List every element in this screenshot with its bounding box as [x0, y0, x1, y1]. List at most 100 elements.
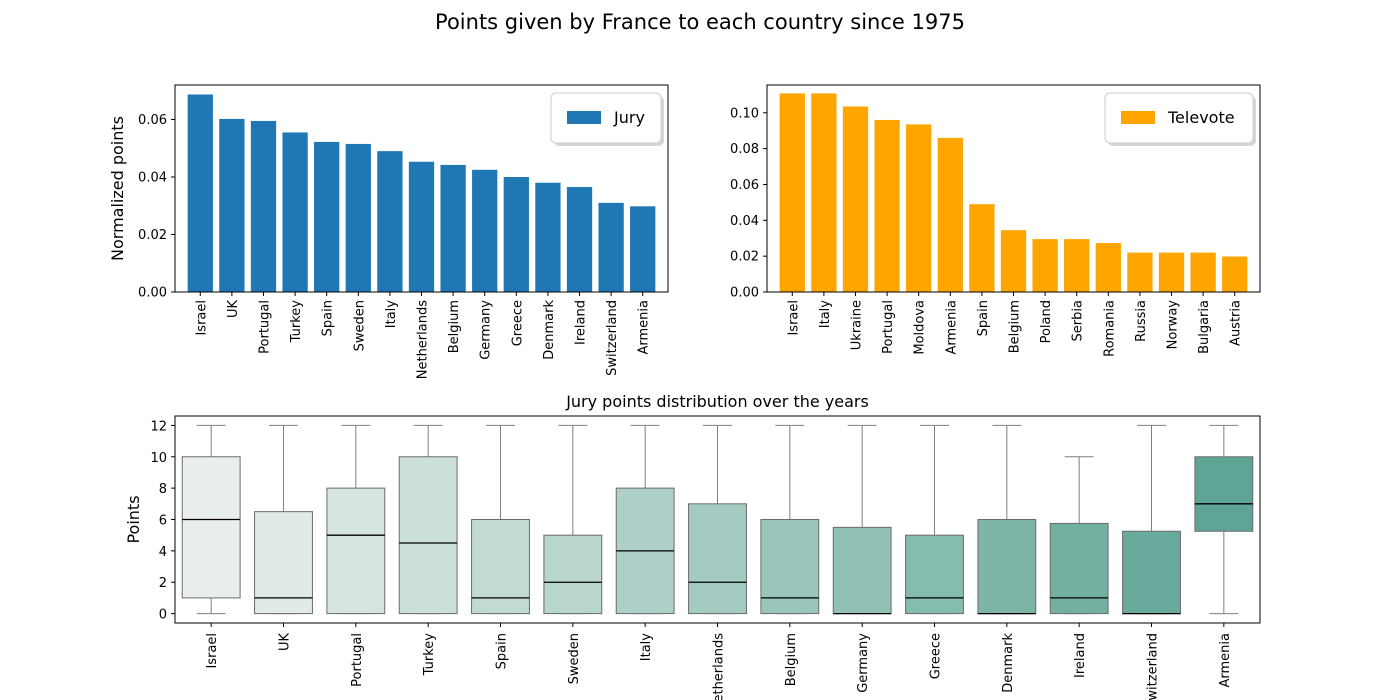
jury-bar-denmark — [535, 182, 561, 292]
box-xtick-label: Portugal — [350, 633, 365, 687]
jury-bar-switzerland — [598, 202, 624, 292]
televote-bar-ukraine — [842, 106, 869, 292]
televote-xtick-label: Serbia — [1071, 300, 1086, 341]
televote-xtick-label: Belgium — [1008, 300, 1023, 353]
box-ytick-label: 8 — [159, 482, 167, 497]
jury-bar-italy — [377, 151, 403, 292]
jury-bar-greece — [503, 177, 529, 292]
jury-ytick-label: 0.06 — [138, 113, 167, 128]
televote-bar-norway — [1158, 252, 1185, 292]
box-xtick-label: Switzerland — [1146, 633, 1161, 700]
box-switzerland — [1122, 530, 1181, 615]
box-xtick-label: Ireland — [1073, 633, 1088, 678]
jury-xtick-label: Italy — [384, 300, 399, 329]
jury-xtick-label: Armenia — [637, 300, 652, 355]
televote-xtick-label: Moldova — [913, 300, 928, 355]
jury-xtick-label: Israel — [194, 300, 209, 336]
jury-ytick-label: 0.04 — [138, 171, 167, 186]
jury-xtick-label: Netherlands — [416, 300, 431, 379]
box-germany — [832, 526, 892, 615]
televote-xtick-label: Portugal — [881, 300, 896, 354]
televote-axes-frame — [766, 84, 1261, 293]
jury-bar-netherlands — [408, 161, 435, 292]
box-denmark — [977, 519, 1037, 615]
box-xtick-label: Belgium — [784, 633, 799, 686]
jury-xtick-label: UK — [226, 300, 241, 319]
box-xtick-label: UK — [278, 633, 293, 652]
box-ytick-label: 12 — [150, 419, 167, 434]
jury-boxplot-chart: 0 2 4 6 8 10 12 Israel UK Portugal Turkey Spain Swed… — [124, 392, 1261, 700]
televote-ytick-label: 0.06 — [730, 178, 759, 193]
box-israel — [181, 456, 241, 599]
jury-legend-swatch — [567, 111, 601, 124]
televote-bar-russia — [1127, 252, 1153, 292]
televote-bar-poland — [1032, 239, 1058, 292]
televote-legend-label: Televote — [1167, 108, 1235, 127]
televote-xtick-label: Romania — [1102, 300, 1117, 357]
jury-bar-turkey — [282, 132, 308, 292]
televote-ytick-label: 0.00 — [730, 286, 759, 301]
box-title: Jury points distribution over the years — [565, 392, 869, 411]
televote-xtick-label: Bulgaria — [1197, 300, 1212, 354]
jury-xtick-label: Greece — [510, 300, 525, 346]
jury-ylabel: Normalized points — [108, 116, 127, 261]
box-xtick-label: Sweden — [567, 633, 582, 684]
box-xtick-label: Armenia — [1218, 633, 1233, 688]
televote-ytick-label: 0.04 — [730, 214, 759, 229]
jury-bar-spain — [314, 141, 340, 292]
televote-xtick-label: Norway — [1166, 300, 1181, 350]
box-uk — [254, 511, 313, 615]
box-turkey — [398, 456, 458, 615]
jury-xtick-label: Belgium — [447, 300, 462, 353]
jury-bar-chart: 0.00 0.02 0.04 0.06 Israel UK Portugal Turkey Sp… — [108, 84, 669, 379]
jury-legend-label: Jury — [613, 108, 645, 127]
televote-bar-israel — [779, 93, 805, 293]
box-ytick-label: 2 — [159, 576, 167, 591]
televote-bar-romania — [1095, 243, 1121, 292]
televote-legend-swatch — [1121, 111, 1155, 124]
jury-axes-frame — [174, 84, 669, 293]
jury-xtick-label: Denmark — [542, 300, 557, 360]
box-xtick-label: Germany — [856, 633, 871, 693]
box-belgium — [760, 519, 820, 615]
televote-ytick-label: 0.10 — [730, 106, 759, 121]
box-ytick-label: 4 — [159, 545, 167, 560]
jury-bar-ireland — [566, 187, 593, 292]
box-ylabel: Points — [124, 495, 143, 543]
box-ytick-label: 10 — [150, 451, 167, 466]
jury-bar-portugal — [250, 120, 277, 292]
jury-xtick-label: Portugal — [257, 300, 272, 354]
televote-xtick-label: Ukraine — [849, 300, 864, 350]
televote-xtick-label: Austria — [1229, 300, 1244, 346]
jury-xtick-label: Ireland — [574, 300, 589, 345]
televote-xtick-label: Armenia — [944, 300, 959, 355]
televote-bar-bulgaria — [1190, 252, 1216, 292]
box-ytick-label: 6 — [159, 514, 167, 529]
box-greece — [905, 534, 964, 615]
box-xtick-label: Italy — [639, 633, 654, 662]
box-xtick-label: Greece — [929, 633, 944, 679]
box-xtick-label: Netherlands — [712, 633, 727, 700]
box-ytick-label: 0 — [159, 608, 167, 623]
televote-bar-serbia — [1064, 239, 1090, 292]
televote-xtick-label: Spain — [976, 300, 991, 336]
televote-bar-chart: 0.00 0.02 0.04 0.06 0.08 0.10 Israel Italy Ukrai… — [730, 84, 1261, 357]
televote-ytick-label: 0.02 — [730, 250, 759, 265]
jury-bar-israel — [187, 94, 213, 292]
jury-bar-armenia — [630, 206, 656, 292]
jury-bar-belgium — [440, 164, 466, 292]
box-xtick-label: Israel — [205, 633, 220, 669]
box-portugal — [326, 487, 386, 615]
televote-ytick-label: 0.08 — [730, 142, 759, 157]
televote-xtick-label: Russia — [1134, 300, 1149, 342]
box-sweden — [543, 534, 603, 615]
televote-legend-box — [1104, 92, 1254, 144]
televote-bar-portugal — [874, 119, 900, 292]
televote-xtick-label: Israel — [786, 300, 801, 336]
jury-xtick-label: Sweden — [352, 300, 367, 351]
figure-title: Points given by France to each country s… — [435, 10, 965, 34]
jury-xtick-label: Germany — [479, 300, 494, 360]
televote-bar-moldova — [906, 124, 932, 292]
televote-bar-spain — [969, 204, 995, 292]
